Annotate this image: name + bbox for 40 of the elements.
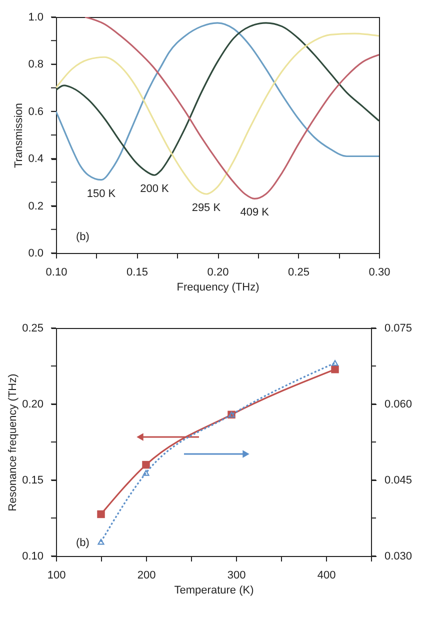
y-tick-label: 0.25 bbox=[22, 322, 44, 334]
y-tick-label: 0.10 bbox=[22, 550, 44, 562]
y-tick-label: 0.20 bbox=[22, 398, 44, 410]
x-tick-label: 0.15 bbox=[126, 266, 148, 278]
annotation: (b) bbox=[76, 231, 90, 243]
point bbox=[97, 510, 105, 518]
line-series bbox=[84, 17, 379, 200]
y-tick-label: 0.2 bbox=[28, 200, 44, 212]
annotation: 409 K bbox=[240, 206, 270, 219]
point bbox=[142, 460, 150, 469]
x-tick-label: 100 bbox=[47, 570, 66, 582]
y2-tick-label: 0.030 bbox=[384, 550, 412, 562]
point bbox=[331, 365, 339, 374]
point bbox=[332, 360, 338, 366]
annotation: 295 K bbox=[192, 202, 222, 214]
y2-tick-label: 0.045 bbox=[384, 474, 412, 486]
annotation: 150 K bbox=[86, 188, 116, 200]
x-tick-label: 400 bbox=[317, 570, 336, 582]
x-axis-title: Frequency (THz) bbox=[176, 282, 260, 294]
y-tick-label: 0.8 bbox=[28, 58, 44, 71]
point bbox=[98, 538, 104, 545]
x-tick-label: 0.30 bbox=[368, 266, 390, 278]
x-axis-title: Temperature (K) bbox=[174, 584, 254, 596]
annotation: 200 K bbox=[140, 183, 170, 196]
x-tick-label: 0.10 bbox=[46, 266, 68, 278]
y-tick-label: 0.6 bbox=[28, 106, 44, 118]
y-tick-label: 0.15 bbox=[22, 474, 44, 486]
point bbox=[142, 470, 150, 476]
y-tick-label: 0.4 bbox=[28, 153, 44, 166]
x-tick-label: 200 bbox=[137, 570, 156, 582]
y-axis-title: Resonance frequency (THz) bbox=[7, 374, 20, 512]
y-tick-label: 1.0 bbox=[28, 12, 44, 24]
y-tick-label: 0.0 bbox=[28, 248, 44, 260]
y2-tick-label: 0.075 bbox=[384, 322, 412, 334]
y-axis-title: Transmission bbox=[13, 103, 26, 168]
annotation: (b) bbox=[76, 537, 90, 549]
x-tick-label: 0.20 bbox=[207, 266, 229, 278]
y2-tick-label: 0.060 bbox=[384, 398, 412, 410]
x-tick-label: 300 bbox=[227, 570, 246, 582]
x-tick-label: 0.25 bbox=[288, 266, 310, 278]
